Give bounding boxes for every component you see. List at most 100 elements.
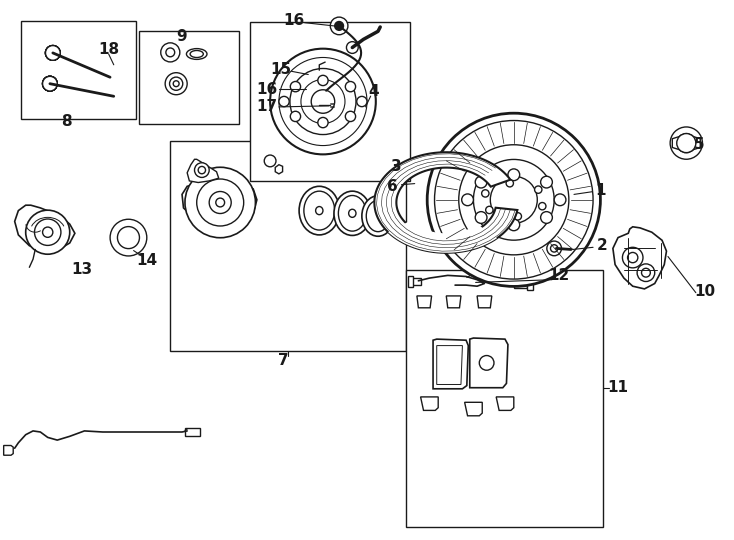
Polygon shape xyxy=(437,346,462,384)
Bar xyxy=(139,31,239,124)
Circle shape xyxy=(216,198,225,207)
Bar xyxy=(185,428,200,436)
Polygon shape xyxy=(496,397,514,410)
Circle shape xyxy=(475,176,487,188)
Circle shape xyxy=(197,179,244,226)
Text: 16: 16 xyxy=(256,82,277,97)
Polygon shape xyxy=(477,296,492,308)
Bar xyxy=(410,278,421,285)
Circle shape xyxy=(628,252,638,263)
Text: 9: 9 xyxy=(177,29,187,44)
Text: 6: 6 xyxy=(388,179,398,194)
Text: 2: 2 xyxy=(597,238,607,253)
Polygon shape xyxy=(465,402,482,416)
Circle shape xyxy=(43,227,53,238)
Circle shape xyxy=(508,219,520,231)
Circle shape xyxy=(279,96,289,107)
Circle shape xyxy=(308,81,324,97)
Circle shape xyxy=(345,111,355,122)
Circle shape xyxy=(541,176,553,188)
Text: 3: 3 xyxy=(391,159,401,174)
Ellipse shape xyxy=(316,206,323,215)
Circle shape xyxy=(46,45,60,60)
Bar xyxy=(250,22,410,181)
Circle shape xyxy=(195,163,209,178)
Circle shape xyxy=(550,245,558,252)
Polygon shape xyxy=(15,205,75,251)
Bar xyxy=(408,276,413,287)
Circle shape xyxy=(290,69,356,134)
Polygon shape xyxy=(330,101,340,110)
Circle shape xyxy=(637,264,655,281)
Circle shape xyxy=(490,177,537,223)
Circle shape xyxy=(279,57,367,146)
Circle shape xyxy=(312,85,319,93)
Circle shape xyxy=(43,76,57,91)
Circle shape xyxy=(46,45,60,60)
Circle shape xyxy=(165,73,187,94)
Circle shape xyxy=(346,42,358,53)
Circle shape xyxy=(185,167,255,238)
Circle shape xyxy=(534,186,542,193)
Circle shape xyxy=(677,133,696,153)
Polygon shape xyxy=(187,159,219,183)
Circle shape xyxy=(166,48,175,57)
Circle shape xyxy=(43,76,57,91)
Text: 5: 5 xyxy=(694,137,704,152)
Circle shape xyxy=(311,90,335,113)
Circle shape xyxy=(345,82,355,92)
Ellipse shape xyxy=(349,209,356,217)
Circle shape xyxy=(357,96,367,107)
Text: 8: 8 xyxy=(61,114,71,129)
Circle shape xyxy=(670,127,702,159)
Circle shape xyxy=(43,76,57,91)
Circle shape xyxy=(170,77,183,90)
Bar xyxy=(514,281,527,288)
Circle shape xyxy=(43,76,57,91)
Circle shape xyxy=(554,194,566,206)
Circle shape xyxy=(475,212,487,224)
Ellipse shape xyxy=(299,186,339,235)
Circle shape xyxy=(46,45,60,60)
Circle shape xyxy=(43,76,57,91)
Ellipse shape xyxy=(366,200,390,232)
Circle shape xyxy=(677,133,696,153)
Circle shape xyxy=(486,206,493,214)
Circle shape xyxy=(539,202,546,210)
Polygon shape xyxy=(613,227,666,289)
Circle shape xyxy=(622,247,643,268)
Ellipse shape xyxy=(334,191,371,235)
Circle shape xyxy=(26,210,70,254)
Text: 1: 1 xyxy=(595,183,606,198)
Bar xyxy=(170,141,406,351)
Polygon shape xyxy=(433,339,468,389)
Polygon shape xyxy=(417,296,432,308)
Circle shape xyxy=(435,120,593,279)
Text: 18: 18 xyxy=(98,42,119,57)
Circle shape xyxy=(482,190,489,197)
Circle shape xyxy=(330,17,348,35)
Circle shape xyxy=(117,227,139,248)
Text: 16: 16 xyxy=(283,13,304,28)
Circle shape xyxy=(43,76,57,91)
Circle shape xyxy=(173,81,179,86)
Circle shape xyxy=(198,166,206,174)
Text: 17: 17 xyxy=(256,99,277,114)
Ellipse shape xyxy=(338,195,366,231)
Polygon shape xyxy=(388,221,497,253)
Polygon shape xyxy=(470,338,508,388)
Circle shape xyxy=(642,268,650,277)
Circle shape xyxy=(547,241,562,256)
Polygon shape xyxy=(421,397,438,410)
Polygon shape xyxy=(374,152,517,253)
Circle shape xyxy=(43,76,57,91)
Circle shape xyxy=(46,45,60,60)
Circle shape xyxy=(682,139,691,147)
Text: 4: 4 xyxy=(368,84,379,99)
Bar xyxy=(527,279,533,290)
Circle shape xyxy=(318,75,328,86)
Circle shape xyxy=(264,155,276,167)
Circle shape xyxy=(473,159,554,240)
Ellipse shape xyxy=(190,51,203,57)
Circle shape xyxy=(291,82,301,92)
